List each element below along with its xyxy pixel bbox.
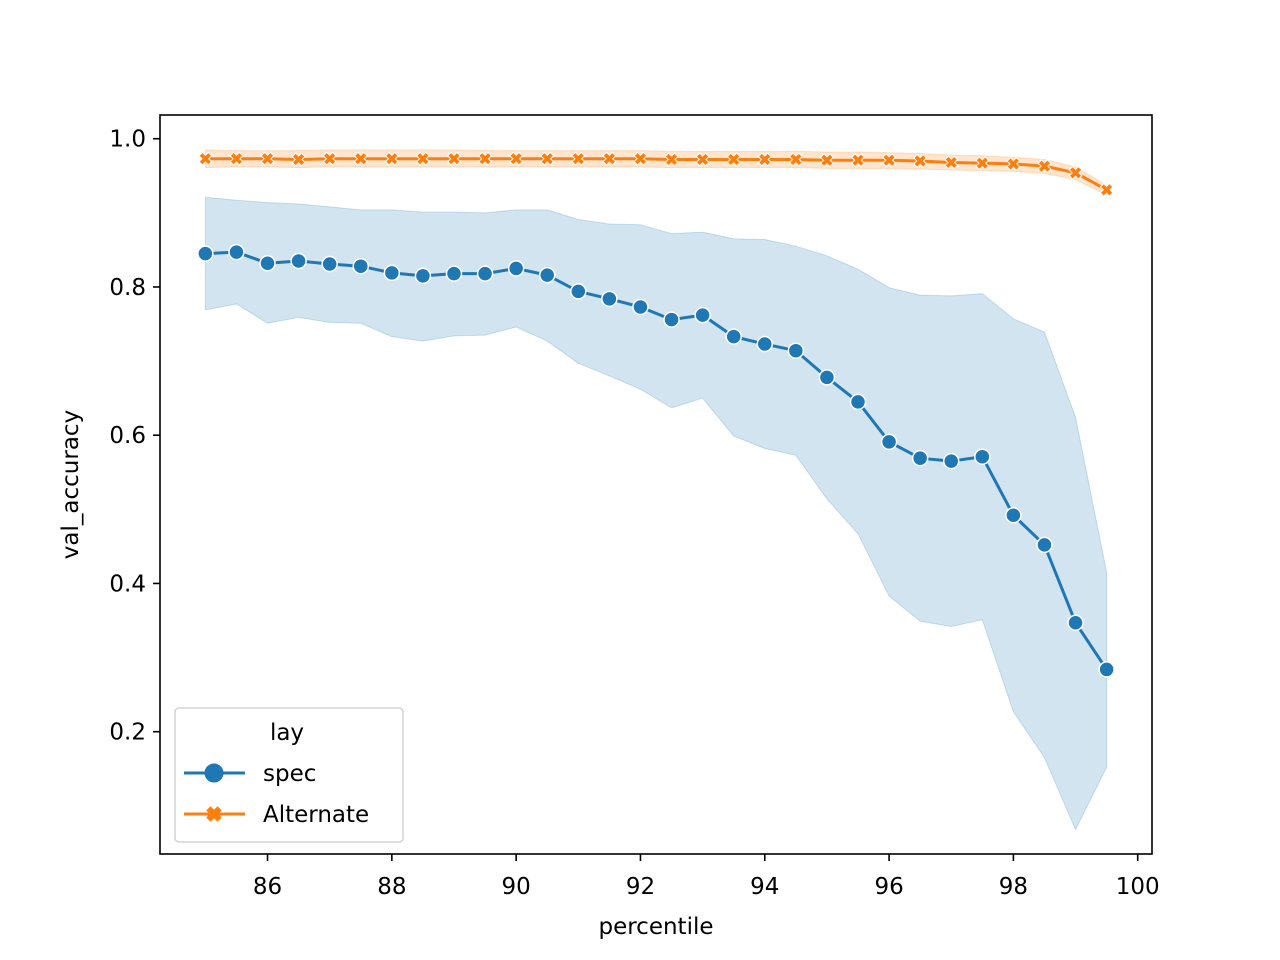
series-1-point bbox=[819, 153, 834, 168]
series-1-point bbox=[571, 151, 586, 166]
series-0-point bbox=[694, 306, 711, 324]
y-tick-label: 0.8 bbox=[109, 275, 146, 301]
series-1-point bbox=[695, 152, 710, 167]
series-0-point bbox=[383, 264, 401, 282]
series-1-point bbox=[757, 152, 772, 167]
series-0-ci-band bbox=[204, 196, 1108, 831]
series-0-point bbox=[911, 449, 929, 467]
x-tick-label: 90 bbox=[502, 874, 531, 900]
series-0-point bbox=[1098, 661, 1115, 678]
series-1-point bbox=[1068, 165, 1083, 180]
series-1-point bbox=[384, 151, 399, 166]
series-0-point bbox=[818, 369, 836, 386]
x-tick-label: 98 bbox=[999, 874, 1028, 900]
legend-marker-Alternate bbox=[206, 806, 222, 822]
series-1-point bbox=[415, 151, 430, 166]
series-0-point bbox=[1036, 536, 1053, 554]
series-1-point bbox=[851, 153, 866, 168]
series-0-point bbox=[259, 254, 276, 272]
series-1-point bbox=[229, 151, 244, 166]
series-0-point bbox=[538, 266, 556, 284]
series-1-point bbox=[540, 151, 555, 166]
series-1-point bbox=[291, 152, 306, 167]
series-0-point bbox=[352, 257, 370, 275]
series-1-point bbox=[975, 156, 990, 171]
series-0-point bbox=[414, 267, 432, 285]
y-tick-label: 0.6 bbox=[109, 423, 146, 449]
series-1-point bbox=[664, 152, 679, 167]
series-0-point bbox=[601, 290, 618, 308]
x-tick-label: 86 bbox=[253, 874, 282, 900]
axes-frame bbox=[159, 114, 1153, 855]
legend-label-spec: spec bbox=[263, 761, 316, 787]
series-1-point bbox=[602, 151, 617, 166]
plot-area bbox=[197, 149, 1115, 831]
legend-marker-spec bbox=[204, 763, 224, 783]
series-1-line bbox=[203, 157, 1109, 192]
series-1-point bbox=[1099, 182, 1114, 197]
series-0-point bbox=[756, 335, 774, 353]
series-1-point bbox=[882, 153, 897, 168]
legend-label-Alternate: Alternate bbox=[263, 802, 369, 828]
series-1-point bbox=[509, 151, 524, 166]
series-1-point bbox=[913, 153, 928, 168]
legend-title: lay bbox=[270, 720, 304, 746]
series-1-point bbox=[322, 151, 337, 166]
x-tick-label: 96 bbox=[874, 874, 903, 900]
series-0-point bbox=[849, 393, 867, 411]
x-tick-label: 88 bbox=[377, 874, 406, 900]
series-0-point bbox=[632, 298, 649, 316]
legend: lay spec Alternate bbox=[174, 707, 404, 843]
series-0-point bbox=[725, 328, 742, 345]
series-0-point bbox=[445, 265, 463, 282]
series-1-point bbox=[1006, 156, 1021, 171]
series-0-point bbox=[507, 260, 525, 277]
series-0-point bbox=[880, 433, 898, 451]
series-0-point bbox=[1005, 507, 1022, 524]
series-0-point bbox=[321, 255, 338, 273]
series-0-point bbox=[570, 283, 587, 300]
series-0-point bbox=[290, 252, 307, 270]
series-1-point bbox=[260, 151, 275, 166]
y-tick-label: 1.0 bbox=[109, 127, 146, 153]
series-0-point bbox=[787, 342, 805, 359]
series-0-point bbox=[197, 245, 214, 262]
series-1-point bbox=[446, 151, 461, 166]
series-0-point bbox=[476, 265, 494, 282]
series-1-point bbox=[198, 151, 213, 166]
x-tick-label: 92 bbox=[626, 874, 655, 900]
series-0-point bbox=[1067, 614, 1084, 631]
series-0-point bbox=[974, 448, 991, 465]
legend-frame bbox=[174, 707, 404, 843]
series-1-point bbox=[726, 152, 741, 167]
series-1-point bbox=[353, 151, 368, 166]
series-1-point bbox=[1037, 159, 1052, 174]
series-1-point bbox=[944, 155, 959, 170]
x-tick-label: 100 bbox=[1116, 874, 1160, 900]
series-0-point bbox=[942, 452, 960, 470]
y-tick-label: 0.4 bbox=[109, 571, 146, 597]
series-1-point bbox=[788, 152, 803, 167]
axes: 86 88 90 92 94 96 98 100 0.2 0.4 0.6 0.8 1.0 bbox=[109, 114, 1160, 900]
series-0-point bbox=[228, 243, 245, 261]
x-tick-label: 94 bbox=[750, 874, 779, 900]
y-axis-label: val_accuracy bbox=[58, 410, 84, 559]
series-1-point bbox=[478, 151, 493, 166]
series-1-point bbox=[633, 151, 648, 166]
series-0-point bbox=[663, 311, 680, 328]
x-axis-label: percentile bbox=[598, 914, 713, 940]
y-tick-label: 0.2 bbox=[109, 720, 146, 746]
